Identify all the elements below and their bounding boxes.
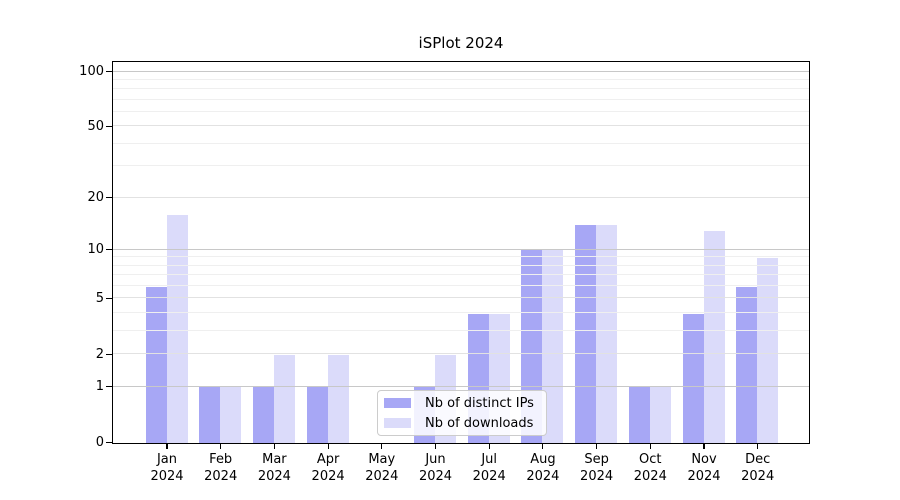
x-tick-label-jan: Jan 2024 [150,452,184,484]
y-tick-label: 20 [87,190,104,206]
y-tick-label: 0 [95,435,104,450]
y-gridline-minor [113,142,809,144]
x-tick-mark [220,444,222,449]
x-tick-label-apr: Apr 2024 [311,452,345,484]
x-tick-mark [542,444,544,449]
y-tick-mark [106,441,112,444]
chart-title: iSPlot 2024 [418,34,504,52]
y-tick-label: 5 [95,290,104,306]
y-tick-mark [106,70,112,73]
bar-distinct-ips-oct [628,387,650,443]
y-gridline-minor [113,165,809,167]
x-tick-mark [434,444,437,449]
bar-distinct-ips-sep [575,225,597,443]
y-tick-label: 10 [87,242,104,258]
legend-swatch-distinct-ips [384,398,411,408]
x-axis: Jan 2024 Feb 2024 Mar 2024 Apr 2024 May 2024… [112,451,810,495]
x-tick-mark [488,444,490,449]
x-tick-mark [757,444,759,449]
y-gridline-minor [113,98,809,100]
y-tick-label: 50 [87,118,104,134]
y-gridline-major [113,125,809,127]
y-tick-mark [106,297,112,300]
y-gridline-major [113,385,809,387]
bar-distinct-ips-dec [736,286,758,443]
legend-label-downloads: Nb of downloads [425,415,534,431]
y-tick-mark [106,249,112,251]
x-tick-label-dec: Dec 2024 [741,452,775,484]
y-gridline-minor [113,330,809,332]
y-gridline-major [113,297,809,299]
bar-downloads-nov [703,230,725,443]
x-tick-mark [327,444,329,449]
x-tick-mark [703,444,705,449]
y-gridline-minor [113,88,809,90]
bar-downloads-sep [596,225,618,443]
legend-swatch-downloads [384,418,411,428]
x-tick-label-aug: Aug 2024 [526,452,560,484]
y-gridline-minor [113,285,809,287]
x-tick-mark [273,444,275,449]
bar-downloads-oct [649,387,671,443]
bar-distinct-ips-mar [252,387,274,443]
x-tick-label-mar: Mar 2024 [257,452,291,484]
y-tick-mark [106,386,112,388]
y-gridline-minor [113,256,809,258]
legend-entry-distinct-ips: Nb of distinct IPs [384,396,538,411]
bar-distinct-ips-feb [199,387,221,443]
legend-label-distinct-ips: Nb of distinct IPs [425,395,534,411]
y-gridline-minor [113,312,809,314]
x-tick-mark [381,444,383,449]
bar-distinct-ips-apr [306,387,328,443]
y-gridline-minor [113,264,809,266]
legend-entry-downloads: Nb of downloads [384,416,538,431]
y-gridline-minor [113,111,809,113]
y-gridline-minor [113,274,809,276]
grid-layer [113,62,809,443]
bar-distinct-ips-nov [682,313,704,443]
bar-downloads-apr [327,354,349,443]
y-tick-mark [106,125,112,128]
bar-distinct-ips-jan [145,286,167,443]
y-axis: 0 1 2 5 10 20 50 100 [0,61,104,450]
x-tick-label-jul: Jul 2024 [472,452,506,484]
plot-area: Nb of distinct IPs Nb of downloads [112,61,810,444]
y-gridline-major [113,70,809,72]
y-tick-mark [106,197,112,199]
x-tick-mark [649,444,651,449]
y-tick-label: 100 [79,64,104,80]
y-gridline-major [113,248,809,250]
bar-downloads-feb [220,387,242,443]
x-tick-label-may: May 2024 [365,452,399,484]
bar-downloads-mar [273,354,295,443]
x-tick-mark [596,444,598,449]
x-tick-label-sep: Sep 2024 [580,452,614,484]
x-tick-label-jun: Jun 2024 [418,452,453,484]
y-tick-label: 1 [95,379,104,395]
bar-downloads-dec [757,257,779,443]
y-tick-mark [106,353,112,355]
x-tick-label-oct: Oct 2024 [633,452,667,484]
x-tick-mark [166,444,168,449]
legend: Nb of distinct IPs Nb of downloads [377,390,547,436]
y-gridline-major [113,353,809,355]
y-tick-label: 2 [95,346,104,362]
y-gridline-major [113,196,809,198]
x-tick-label-nov: Nov 2024 [687,452,721,484]
y-gridline-minor [113,78,809,80]
x-tick-label-feb: Feb 2024 [204,452,238,484]
